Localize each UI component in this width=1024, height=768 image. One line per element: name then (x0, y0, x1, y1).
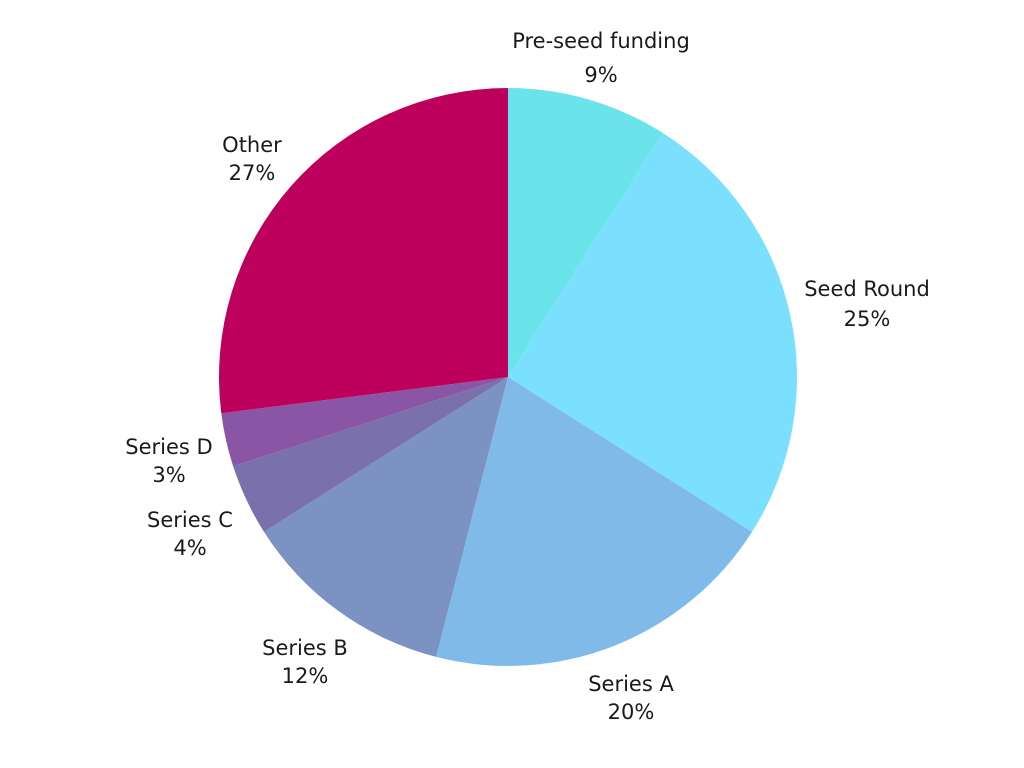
pie-slice-series-d (221, 377, 508, 467)
slice-value-other: 27% (229, 161, 276, 185)
slice-label-series-c: Series C (147, 508, 233, 532)
pie-slice-seed-round (508, 132, 797, 532)
slice-label-series-d: Series D (125, 435, 212, 459)
slice-label-series-a: Series A (588, 672, 674, 696)
pie-slices (219, 88, 797, 666)
slice-label-series-b: Series B (262, 636, 348, 660)
slice-value-series-b: 12% (282, 664, 329, 688)
slice-value-series-d: 3% (152, 463, 185, 487)
slice-label-pre-seed-funding: Pre-seed funding (512, 29, 690, 53)
slice-value-series-a: 20% (608, 700, 655, 724)
slice-value-series-c: 4% (173, 536, 206, 560)
slice-value-pre-seed-funding: 9% (584, 63, 617, 87)
pie-slice-other (219, 88, 508, 414)
pie-slice-series-c (233, 377, 508, 532)
pie-slice-series-a (436, 377, 753, 666)
slice-value-seed-round: 25% (844, 307, 891, 331)
slice-label-other: Other (222, 133, 282, 157)
pie-slice-series-b (263, 377, 508, 657)
slice-label-seed-round: Seed Round (804, 277, 930, 301)
pie-slice-pre-seed-funding (508, 88, 663, 377)
pie-labels: Pre-seed funding 9% Seed Round 25% Series A 2… (125, 29, 930, 724)
